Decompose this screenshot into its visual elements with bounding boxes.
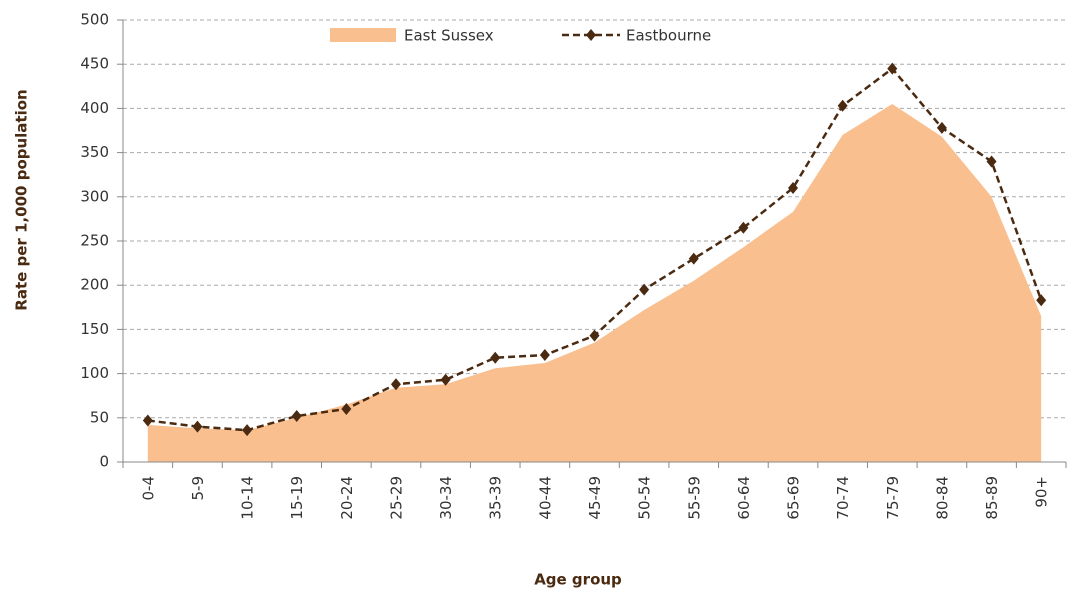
x-tick-label: 70-74 [834,476,852,520]
marker [738,221,749,234]
y-tick-label: 300 [80,187,109,205]
marker [887,62,898,75]
x-tick-label: 25-29 [387,476,405,520]
marker [639,283,650,296]
x-tick-label: 40-44 [536,476,554,520]
y-axis-title: Rate per 1,000 population [13,89,31,310]
x-tick-label: 65-69 [785,476,803,520]
marker [688,252,699,265]
x-tick-label: 35-39 [487,476,505,520]
legend-swatch [330,28,396,42]
marker [192,420,203,433]
x-tick-label: 75-79 [884,476,902,520]
x-axis-title: Age group [534,571,622,589]
y-tick-label: 100 [80,364,109,382]
x-tick-label: 60-64 [735,476,753,520]
x-tick-label: 80-84 [933,476,951,520]
marker [490,351,501,364]
marker [1036,294,1047,307]
y-tick-label: 250 [80,232,109,250]
marker [291,410,302,423]
marker [440,373,451,386]
x-tick-label: 5-9 [189,476,207,501]
legend-label: East Sussex [404,27,494,45]
y-tick-label: 150 [80,320,109,338]
y-tick-label: 450 [80,55,109,73]
x-tick-label: 90+ [1033,476,1051,508]
y-tick-label: 500 [80,11,109,29]
marker [936,121,947,134]
x-tick-label: 15-19 [288,476,306,520]
x-tick-label: 30-34 [437,476,455,520]
y-tick-label: 350 [80,143,109,161]
y-tick-label: 200 [80,276,109,294]
x-tick-label: 45-49 [586,476,604,520]
marker [242,424,253,437]
marker [589,329,600,342]
legend-marker [586,29,596,41]
y-tick-label: 50 [90,408,109,426]
x-tick-label: 55-59 [685,476,703,520]
marker [837,99,848,112]
x-tick-label: 10-14 [239,476,257,520]
x-tick-label: 20-24 [338,476,356,520]
x-tick-label: 85-89 [983,476,1001,520]
legend-label: Eastbourne [626,27,711,45]
area [147,103,1042,462]
marker [341,402,352,415]
x-tick-label: 50-54 [636,476,654,520]
x-tick-label: 0-4 [139,476,157,501]
marker [788,181,799,194]
y-tick-label: 0 [99,453,109,471]
marker [986,155,997,168]
marker [390,378,401,391]
marker [142,414,153,427]
marker [539,349,550,362]
y-tick-label: 400 [80,99,109,117]
